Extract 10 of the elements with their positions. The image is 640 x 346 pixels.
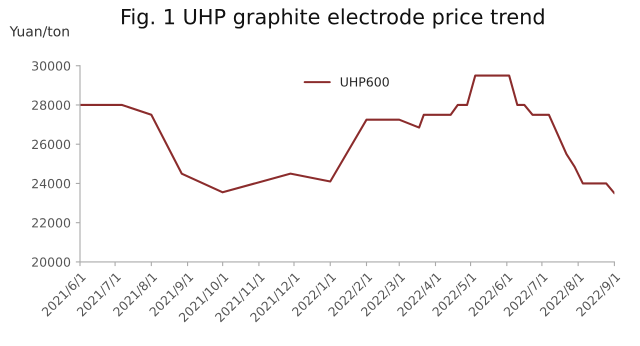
y-tick-label: 24000	[32, 178, 70, 188]
y-axis-title: Yuan/ton	[10, 26, 69, 38]
y-tick-label: 28000	[32, 100, 70, 110]
y-tick-label: 26000	[32, 140, 70, 150]
y-tick-label: 22000	[32, 218, 70, 228]
y-tick-label: 30000	[32, 61, 70, 71]
line-series	[80, 74, 614, 194]
legend-label: UHP600	[340, 77, 389, 87]
chart-title: Fig. 1 UHP graphite electrode price trend	[122, 8, 544, 29]
y-tick-label: 20000	[32, 257, 70, 267]
